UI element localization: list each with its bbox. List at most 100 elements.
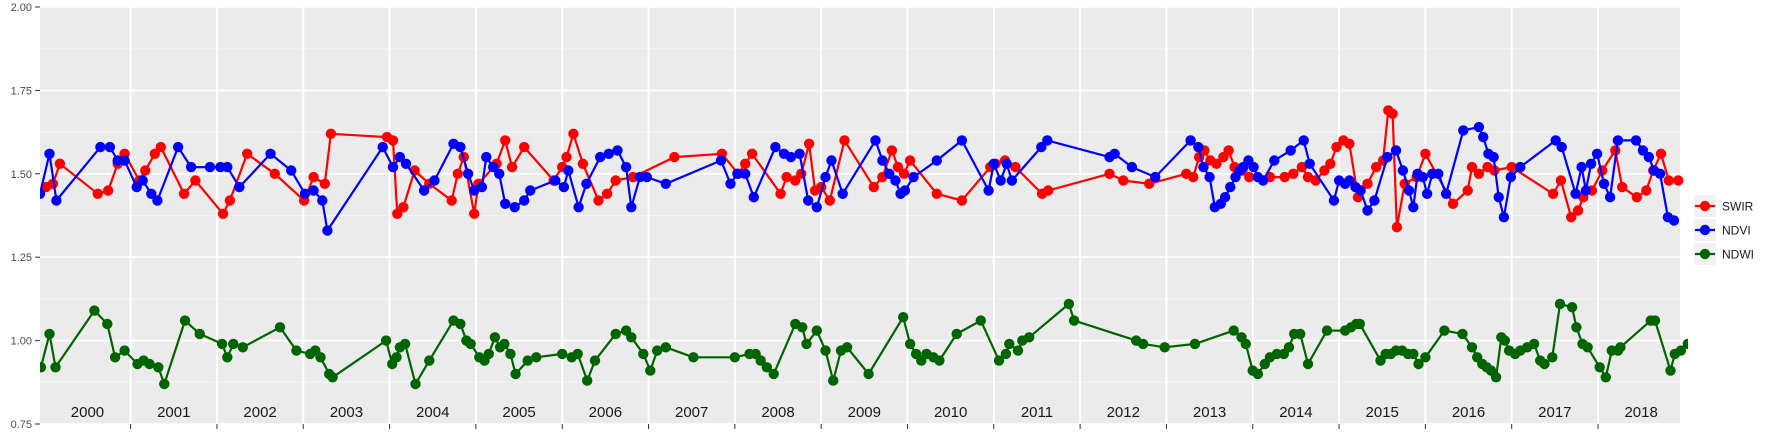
- data-point-ndvi: [748, 192, 759, 203]
- data-point-ndvi: [1036, 141, 1047, 153]
- year-label: 2011: [1021, 404, 1053, 421]
- data-point-swir: [898, 168, 910, 179]
- data-point-ndvi: [1285, 145, 1296, 156]
- data-point-swir: [1617, 181, 1628, 193]
- data-point-ndwi: [1063, 298, 1075, 310]
- year-label: 2010: [934, 404, 967, 421]
- data-point-ndvi: [794, 148, 805, 159]
- data-point-swir: [610, 175, 621, 186]
- data-point-ndwi: [801, 338, 812, 350]
- data-point-ndwi: [1757, 359, 1767, 369]
- data-point-ndwi: [315, 352, 326, 363]
- data-point-swir: [519, 141, 530, 153]
- data-point-ndvi: [104, 141, 116, 153]
- data-point-swir: [1631, 192, 1643, 203]
- data-point-ndvi: [595, 151, 606, 163]
- year-label: 2014: [1279, 404, 1312, 421]
- data-point-ndwi: [489, 332, 501, 343]
- data-point-ndvi: [1580, 185, 1592, 196]
- year-label: 2001: [157, 404, 190, 421]
- data-point-ndvi: [563, 165, 574, 176]
- year-label: 2008: [761, 404, 794, 421]
- data-point-ndvi: [1421, 188, 1433, 199]
- series-clip-group: [40, 105, 1767, 390]
- data-point-ndwi: [572, 348, 583, 360]
- data-point-ndwi: [1752, 332, 1762, 342]
- data-point-swir: [1211, 158, 1222, 169]
- year-label: 2000: [71, 404, 104, 421]
- data-point-ndwi: [1692, 352, 1702, 362]
- data-point-ndwi: [1466, 342, 1478, 353]
- data-point-swir: [1420, 148, 1431, 159]
- data-point-swir: [1641, 185, 1652, 196]
- data-point-ndvi: [826, 155, 837, 166]
- data-point-ndwi: [1159, 342, 1170, 353]
- data-point-swir: [190, 175, 201, 186]
- data-point-swir: [269, 168, 280, 179]
- data-point-ndwi: [1582, 342, 1593, 353]
- data-point-ndvi: [1488, 151, 1499, 163]
- data-point-ndvi: [995, 175, 1006, 186]
- data-point-ndvi: [1403, 185, 1415, 196]
- data-point-ndwi: [1004, 338, 1015, 350]
- data-point-swir: [1473, 168, 1485, 179]
- data-point-ndvi: [51, 195, 62, 206]
- data-point-ndvi: [626, 202, 637, 213]
- data-point-ndwi: [424, 355, 435, 366]
- data-point-ndwi: [589, 355, 601, 366]
- data-point-ndwi: [1747, 322, 1757, 332]
- data-point-ndwi: [1321, 325, 1333, 336]
- data-point-ndwi: [768, 368, 779, 380]
- data-point-ndvi: [715, 155, 727, 166]
- data-point-ndvi: [1570, 188, 1581, 199]
- data-point-ndwi: [1283, 342, 1295, 353]
- legend: SWIR NDVI NDWI: [1694, 195, 1754, 265]
- legend-key-point: [1699, 224, 1711, 236]
- data-point-swir: [506, 161, 518, 173]
- year-label: 2004: [416, 404, 449, 421]
- data-point-ndvi: [558, 181, 570, 193]
- data-point-swir: [956, 195, 968, 206]
- data-point-ndvi: [1204, 171, 1215, 183]
- data-point-ndvi: [481, 151, 492, 163]
- data-point-ndvi: [1006, 175, 1018, 186]
- data-point-swir: [149, 148, 160, 159]
- data-point-ndvi: [1198, 161, 1209, 173]
- data-point-ndwi: [102, 318, 113, 330]
- data-point-ndwi: [1408, 348, 1419, 360]
- data-point-ndvi: [299, 188, 311, 199]
- data-point-ndvi: [725, 178, 736, 189]
- data-point-ndvi: [1304, 158, 1315, 169]
- y-tick-label: 2.00: [11, 2, 32, 14]
- data-point-ndwi: [89, 305, 100, 316]
- data-point-ndwi: [811, 325, 822, 336]
- data-point-swir: [217, 208, 229, 219]
- data-point-swir: [803, 138, 815, 149]
- data-point-ndvi: [1417, 171, 1429, 183]
- legend-key-point: [1699, 248, 1711, 260]
- data-point-ndvi: [204, 161, 216, 173]
- data-point-ndvi: [1225, 181, 1236, 193]
- data-point-ndwi: [153, 362, 164, 373]
- data-point-swir: [886, 145, 898, 156]
- data-point-ndvi: [908, 171, 919, 183]
- data-point-ndwi: [119, 345, 130, 356]
- data-point-ndwi: [951, 328, 962, 340]
- legend-label: NDVI: [1722, 224, 1751, 238]
- data-point-ndvi: [418, 185, 430, 196]
- data-point-ndwi: [465, 338, 476, 350]
- data-point-swir: [601, 188, 613, 199]
- data-point-swir: [1325, 158, 1336, 169]
- data-point-ndvi: [899, 185, 911, 196]
- data-point-swir: [1010, 161, 1021, 173]
- data-point-ndwi: [522, 355, 533, 366]
- data-point-ndwi: [755, 355, 766, 366]
- data-point-ndwi: [1420, 352, 1431, 363]
- data-point-ndwi: [1554, 298, 1566, 310]
- data-point-swir: [1663, 175, 1675, 186]
- data-point-ndwi: [499, 338, 510, 350]
- data-point-ndwi: [660, 342, 671, 353]
- data-point-ndvi: [931, 155, 942, 166]
- data-point-swir: [740, 158, 751, 169]
- data-point-ndwi: [109, 352, 121, 363]
